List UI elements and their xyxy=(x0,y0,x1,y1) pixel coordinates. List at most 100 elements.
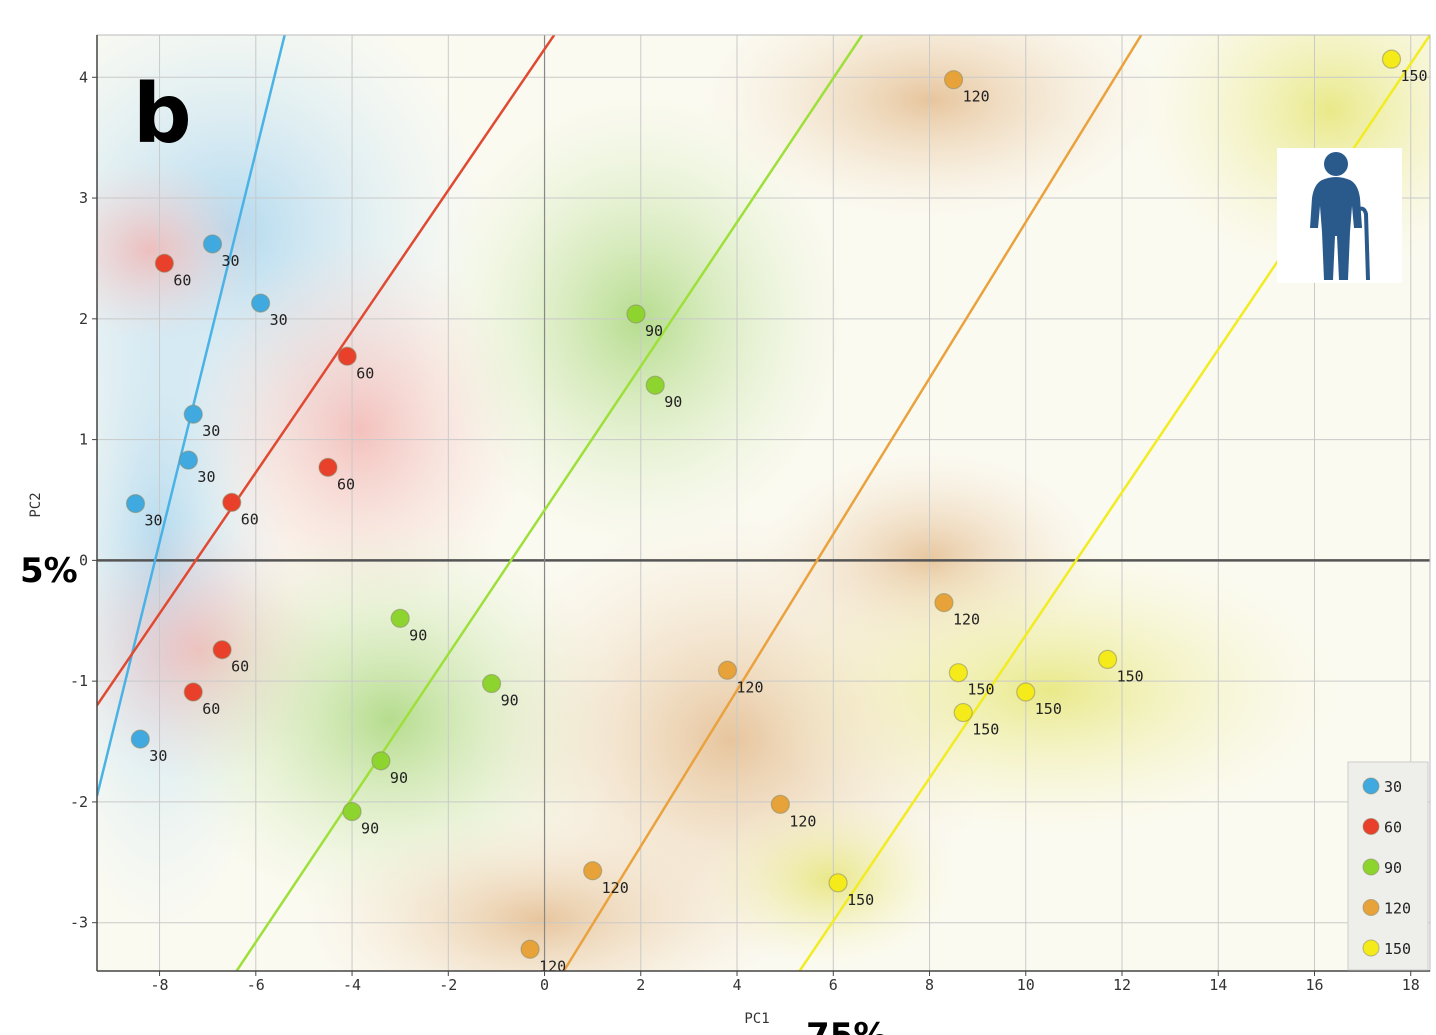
point-60 xyxy=(183,682,203,702)
elderly-person-with-cane-icon xyxy=(1277,148,1402,283)
point-label-60: 60 xyxy=(356,364,374,382)
point-label-120: 120 xyxy=(539,957,566,975)
point-120 xyxy=(520,939,540,959)
legend-marker-90 xyxy=(1362,858,1380,876)
trend-line-120 xyxy=(562,35,1143,971)
point-60 xyxy=(222,492,242,512)
pc2-percent-label: 5% xyxy=(20,551,78,591)
legend-marker-60 xyxy=(1362,818,1380,835)
zero-axis-lines xyxy=(97,35,1430,971)
point-30 xyxy=(251,293,271,313)
y-tick-label: 3 xyxy=(79,189,88,207)
point-label-90: 90 xyxy=(390,769,408,787)
point-30 xyxy=(130,729,150,749)
point-150 xyxy=(953,702,973,723)
legend-marker-120 xyxy=(1362,899,1380,916)
legend-label-30: 30 xyxy=(1384,778,1402,796)
point-label-90: 90 xyxy=(501,692,519,710)
legend-box xyxy=(1347,761,1429,971)
point-150 xyxy=(1097,649,1118,670)
y-tick-label: -1 xyxy=(70,672,88,690)
x-tick-label: -2 xyxy=(439,976,457,994)
point-90 xyxy=(482,673,502,694)
point-150 xyxy=(828,873,848,893)
trend-line-60 xyxy=(97,35,556,707)
y-tick-label: 1 xyxy=(79,431,88,449)
point-label-150: 150 xyxy=(1035,700,1062,718)
legend-marker-30 xyxy=(1362,777,1380,795)
x-tick-label: 18 xyxy=(1402,976,1420,994)
legend-label-150: 150 xyxy=(1384,940,1411,958)
point-label-120: 120 xyxy=(953,611,980,629)
point-150 xyxy=(1016,682,1036,702)
x-tick-label: 12 xyxy=(1113,976,1131,994)
point-150 xyxy=(1381,49,1402,69)
x-axis-title: PC1 xyxy=(744,1011,769,1027)
point-30 xyxy=(202,234,223,254)
point-30 xyxy=(183,404,203,424)
x-tick-label: 6 xyxy=(829,976,838,994)
point-90 xyxy=(645,375,665,395)
x-tick-label: 4 xyxy=(733,976,742,994)
point-60 xyxy=(318,457,338,477)
point-label-30: 30 xyxy=(270,311,288,329)
point-label-120: 120 xyxy=(789,812,816,830)
point-120 xyxy=(717,660,738,680)
legend-marker-150 xyxy=(1362,939,1380,957)
point-label-120: 120 xyxy=(963,88,990,106)
point-label-150: 150 xyxy=(972,721,999,739)
point-label-30: 30 xyxy=(144,512,162,530)
panel-label: b xyxy=(133,67,192,162)
trend-lines xyxy=(97,35,1430,971)
pc1-percent-label: 75% xyxy=(806,1016,887,1035)
point-150 xyxy=(948,663,968,683)
x-tick-label: 0 xyxy=(540,976,549,994)
legend-label-120: 120 xyxy=(1384,900,1411,918)
x-tick-label: 2 xyxy=(636,976,645,994)
point-label-30: 30 xyxy=(202,422,220,440)
point-90 xyxy=(626,304,646,324)
legend: 30 60 90 120 150 xyxy=(1347,761,1429,971)
y-tick-label: 4 xyxy=(79,68,88,86)
point-30 xyxy=(125,494,146,514)
point-label-120: 120 xyxy=(736,678,763,696)
point-90 xyxy=(371,751,391,771)
x-tick-label: 14 xyxy=(1209,976,1227,994)
point-60 xyxy=(337,346,357,366)
point-label-150: 150 xyxy=(967,681,994,699)
point-60 xyxy=(212,640,232,660)
point-120 xyxy=(943,70,964,90)
x-tick-label: 16 xyxy=(1305,976,1323,994)
y-tick-label: 0 xyxy=(79,551,88,569)
x-tick-label: -8 xyxy=(151,976,169,994)
point-label-60: 60 xyxy=(202,700,220,718)
x-tick-label: -6 xyxy=(247,976,265,994)
point-label-90: 90 xyxy=(361,820,379,838)
x-tick-label: 10 xyxy=(1017,976,1035,994)
point-90 xyxy=(390,608,410,628)
point-60 xyxy=(154,253,174,273)
point-label-120: 120 xyxy=(602,879,629,897)
legend-label-60: 60 xyxy=(1384,819,1402,837)
point-label-90: 90 xyxy=(664,393,682,411)
y-tick-label: -3 xyxy=(70,914,88,932)
data-points: 30 30 30 30 30 30 60 60 60 60 60 60 90 90 90 90 90 90 120 1… xyxy=(125,49,1428,975)
point-label-90: 90 xyxy=(645,322,663,340)
point-label-60: 60 xyxy=(241,510,259,528)
point-90 xyxy=(342,801,362,822)
point-30 xyxy=(178,450,199,470)
point-label-30: 30 xyxy=(149,747,167,765)
point-label-60: 60 xyxy=(173,271,191,289)
trend-line-90 xyxy=(235,35,864,971)
x-tick-label: 8 xyxy=(925,976,934,994)
point-120 xyxy=(934,593,954,613)
point-120 xyxy=(770,794,790,814)
point-label-60: 60 xyxy=(231,658,249,676)
point-label-150: 150 xyxy=(1401,67,1428,85)
y-axis-title: PC2 xyxy=(28,492,44,517)
point-120 xyxy=(583,861,603,881)
point-label-150: 150 xyxy=(1117,667,1144,685)
point-label-30: 30 xyxy=(197,468,215,486)
